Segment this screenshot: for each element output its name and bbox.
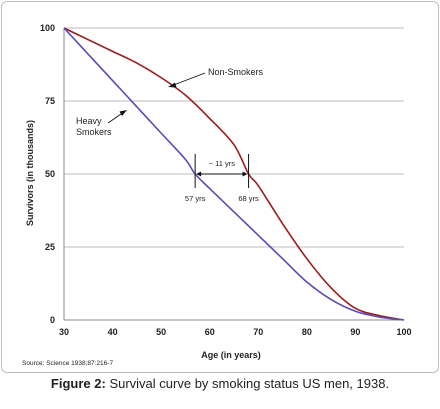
y-tick-label-50: 50	[45, 169, 55, 179]
source-note: Source: Science 1938;87:216-7	[22, 360, 114, 367]
series-line-heavy-smokers	[63, 27, 405, 321]
heavy-smokers-arrowhead	[119, 110, 127, 116]
gap-arrow-left-head	[196, 171, 202, 177]
x-tick-label-60: 60	[205, 327, 215, 337]
marker-68-label: 68 yrs	[238, 194, 259, 203]
x-tick-label-40: 40	[108, 327, 118, 337]
x-axis-label: Age (in years)	[201, 350, 261, 360]
x-tick-label-70: 70	[253, 327, 263, 337]
y-tick-label-75: 75	[45, 96, 55, 106]
y-tick-label-0: 0	[50, 315, 55, 325]
caption-text: Survival curve by smoking status US men,…	[105, 376, 390, 391]
non-smokers-arrowhead	[168, 82, 177, 88]
y-axis-label: Survivors (in thousands)	[25, 120, 35, 226]
heavy-smokers-label-line1: Heavy	[76, 116, 102, 126]
figure-caption: Figure 2: Survival curve by smoking stat…	[0, 376, 440, 391]
annotations: ~ 11 yrs 57 yrs 68 yrs Non-Smokers HeavySmok…	[76, 67, 264, 203]
marker-57-label: 57 yrs	[185, 194, 206, 203]
caption-prefix: Figure 2:	[50, 376, 106, 391]
gap-label: ~ 11 yrs	[209, 159, 236, 168]
y-tick-label-100: 100	[40, 23, 55, 33]
non-smokers-label: Non-Smokers	[208, 67, 264, 77]
x-tick-label-50: 50	[156, 327, 166, 337]
tick-labels: 0 25 50 75 100 30 40 50 60 70 80 90 100	[40, 23, 412, 337]
grid-lines	[64, 27, 404, 248]
series-line-non-smokers	[63, 27, 405, 321]
axes	[63, 28, 404, 321]
x-tick-label-90: 90	[350, 327, 360, 337]
x-tick-label-80: 80	[302, 327, 312, 337]
survival-chart: 0 25 50 75 100 30 40 50 60 70 80 90 100 ~ 11 yrs 57 y…	[25, 23, 412, 360]
y-tick-label-25: 25	[45, 242, 55, 252]
chart-frame	[1, 1, 439, 373]
heavy-smokers-label-line2: Smokers	[76, 127, 112, 137]
non-smokers-arrow	[170, 72, 206, 87]
gap-arrow-right-head	[242, 171, 248, 177]
x-tick-label-30: 30	[59, 327, 69, 337]
series-lines	[63, 27, 405, 321]
x-tick-label-100: 100	[396, 327, 411, 337]
